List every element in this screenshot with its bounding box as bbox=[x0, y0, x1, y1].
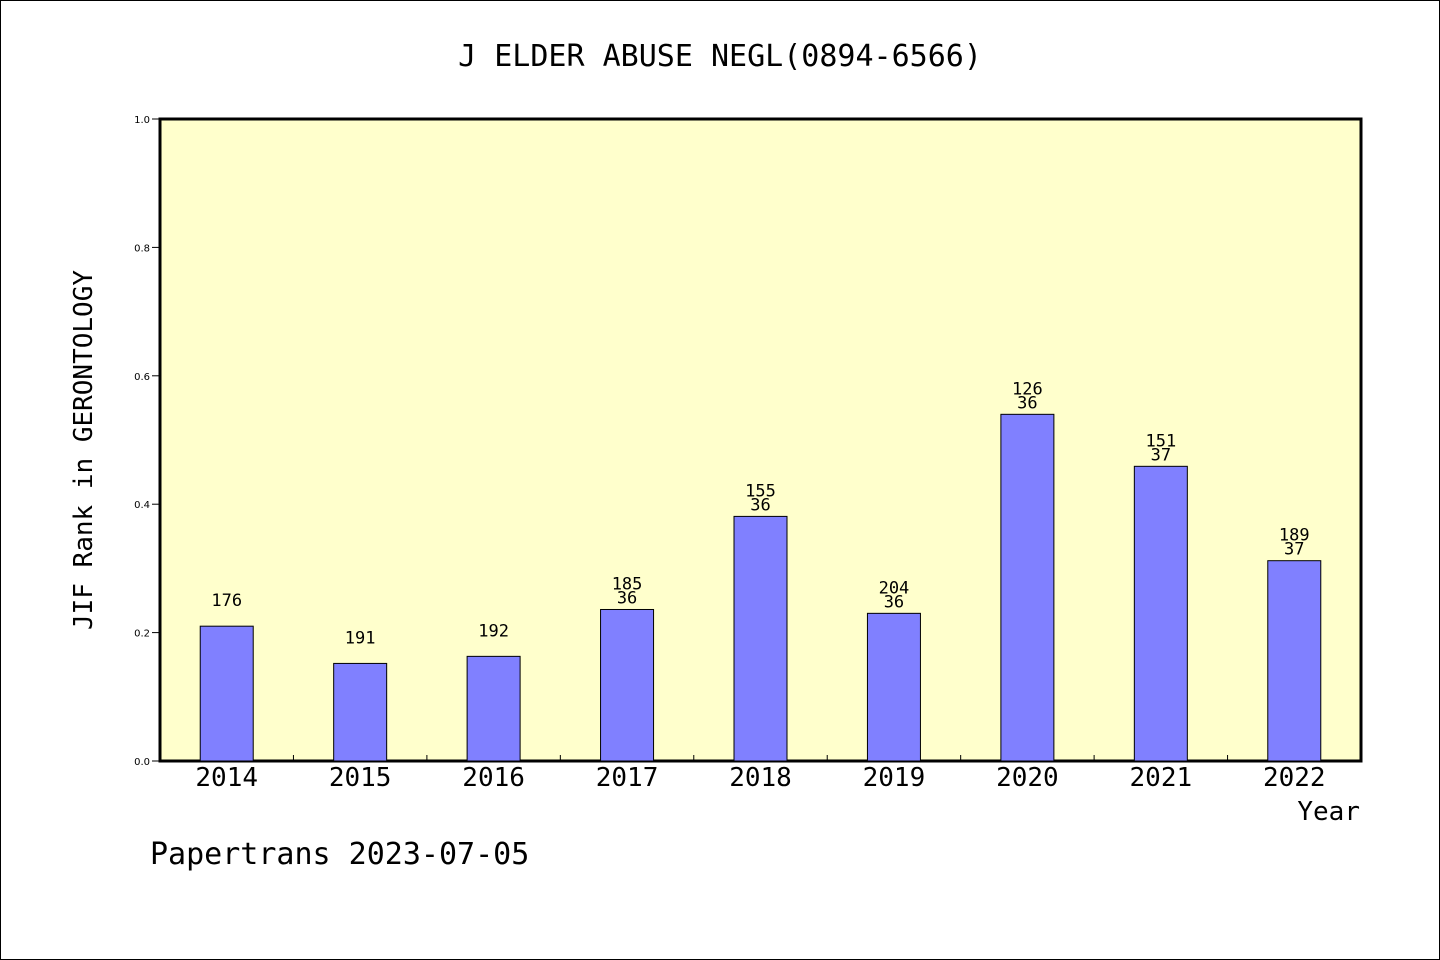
x-tick-label: 2019 bbox=[863, 763, 926, 793]
bar-label-total: 36 bbox=[884, 592, 904, 612]
y-tick-label: 0.0 bbox=[134, 757, 150, 768]
bar-label-rank: 191 bbox=[345, 628, 376, 648]
bar-2020 bbox=[1000, 413, 1055, 762]
bar-label-total: 36 bbox=[1017, 393, 1037, 413]
x-axis-label: Year bbox=[1297, 797, 1360, 827]
bar-2022 bbox=[1267, 560, 1322, 762]
x-tick-label: 2015 bbox=[329, 763, 392, 793]
x-tick-label: 2022 bbox=[1263, 763, 1326, 793]
bar-label-rank: 155 bbox=[745, 481, 776, 501]
y-axis: 0.0 0.2 0.4 0.6 0.8 1.0 bbox=[134, 115, 160, 768]
x-tick-label: 2021 bbox=[1130, 763, 1193, 793]
y-tick-label: 0.8 bbox=[134, 243, 150, 254]
bar-label-total: 37 bbox=[1151, 445, 1171, 465]
y-tick-label: 1.0 bbox=[134, 115, 150, 126]
bar-2018 bbox=[733, 515, 788, 762]
bar-label-rank: 204 bbox=[879, 578, 910, 598]
x-axis: 2014 2015 2016 2017 2018 2019 2020 2021 2022 bbox=[195, 755, 1326, 793]
bar-label-rank: 185 bbox=[612, 574, 643, 594]
bar-label-rank: 126 bbox=[1012, 379, 1043, 399]
footer-text: Papertrans 2023-07-05 bbox=[150, 837, 529, 872]
chart-title: J ELDER ABUSE NEGL(0894-6566) bbox=[458, 39, 982, 74]
bar-label-rank: 192 bbox=[478, 621, 509, 641]
x-tick-label: 2014 bbox=[195, 763, 258, 793]
bar-label-total: 36 bbox=[750, 495, 770, 515]
x-tick-label: 2017 bbox=[596, 763, 659, 793]
bar-label-rank: 189 bbox=[1279, 526, 1310, 546]
y-tick-label: 0.4 bbox=[134, 500, 150, 511]
y-tick-label: 0.6 bbox=[134, 372, 150, 383]
bar-2017 bbox=[600, 608, 655, 762]
bar-label-total: 36 bbox=[617, 588, 637, 608]
x-tick-label: 2018 bbox=[729, 763, 792, 793]
bar-2016 bbox=[466, 655, 521, 762]
y-tick-label: 0.2 bbox=[134, 629, 150, 640]
bar-2019 bbox=[866, 612, 921, 762]
bar-label-total: 37 bbox=[1284, 540, 1304, 560]
bar-2014 bbox=[199, 625, 254, 762]
y-axis-label: JIF Rank in GERONTOLOGY bbox=[69, 270, 99, 630]
bar-2021 bbox=[1133, 465, 1188, 762]
x-tick-label: 2020 bbox=[996, 763, 1059, 793]
bar-label-rank: 151 bbox=[1145, 431, 1176, 451]
bar-2015 bbox=[333, 662, 388, 762]
x-tick-label: 2016 bbox=[462, 763, 525, 793]
bar-label-rank: 176 bbox=[211, 591, 242, 611]
